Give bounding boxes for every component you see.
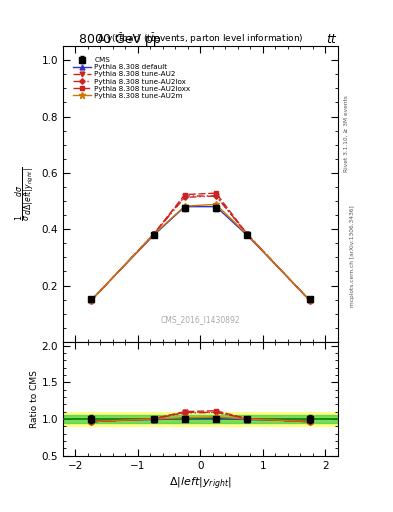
Pythia 8.308 tune-AU2 [307, 297, 312, 304]
Pythia 8.308 tune-AU2m [307, 297, 312, 304]
Legend: CMS, Pythia 8.308 default, Pythia 8.308 tune-AU2, Pythia 8.308 tune-AU2lox, Pyth: CMS, Pythia 8.308 default, Pythia 8.308 … [72, 56, 192, 100]
Pythia 8.308 tune-AU2loxx [151, 231, 156, 238]
Pythia 8.308 default [307, 297, 312, 303]
Pythia 8.308 default [245, 232, 250, 239]
Text: Rivet 3.1.10, ≥ 3M events: Rivet 3.1.10, ≥ 3M events [344, 95, 349, 172]
Title: $\Delta$ y(t$\bar{t}$bar) (t$\bar{t}$events, parton level information): $\Delta$ y(t$\bar{t}$bar) (t$\bar{t}$eve… [97, 31, 304, 46]
Pythia 8.308 tune-AU2lox [307, 297, 312, 304]
Pythia 8.308 tune-AU2lox [151, 231, 156, 238]
Pythia 8.308 tune-AU2 [245, 231, 250, 238]
Text: mcplots.cern.ch [arXiv:1306.3436]: mcplots.cern.ch [arXiv:1306.3436] [351, 205, 355, 307]
Pythia 8.308 default [89, 297, 94, 303]
Pythia 8.308 tune-AU2loxx [89, 297, 94, 304]
Text: CMS_2016_I1430892: CMS_2016_I1430892 [161, 315, 240, 324]
Pythia 8.308 tune-AU2m [182, 203, 187, 209]
Pythia 8.308 tune-AU2m [214, 201, 219, 207]
Text: tt: tt [326, 33, 336, 46]
Pythia 8.308 tune-AU2lox [182, 194, 187, 200]
Pythia 8.308 tune-AU2m [89, 297, 94, 304]
Text: 8000 GeV pp: 8000 GeV pp [79, 33, 160, 46]
Pythia 8.308 tune-AU2m [151, 231, 156, 238]
Pythia 8.308 tune-AU2loxx [307, 297, 312, 304]
X-axis label: $\Delta|left|y_{right}|$: $\Delta|left|y_{right}|$ [169, 476, 232, 493]
Pythia 8.308 tune-AU2loxx [214, 190, 219, 196]
Line: Pythia 8.308 tune-AU2: Pythia 8.308 tune-AU2 [88, 194, 312, 303]
Bar [63, 415, 338, 422]
Pythia 8.308 tune-AU2loxx [182, 191, 187, 198]
Pythia 8.308 tune-AU2m [245, 231, 250, 238]
Pythia 8.308 tune-AU2lox [245, 231, 250, 238]
Y-axis label: Ratio to CMS: Ratio to CMS [29, 370, 39, 428]
Pythia 8.308 tune-AU2 [214, 193, 219, 199]
Line: Pythia 8.308 tune-AU2lox: Pythia 8.308 tune-AU2lox [89, 194, 312, 303]
Pythia 8.308 tune-AU2lox [214, 193, 219, 199]
Pythia 8.308 tune-AU2 [182, 193, 187, 199]
Pythia 8.308 tune-AU2lox [89, 297, 94, 304]
Line: Pythia 8.308 default: Pythia 8.308 default [88, 204, 312, 303]
Pythia 8.308 default [182, 204, 187, 210]
Pythia 8.308 tune-AU2 [151, 231, 156, 238]
Pythia 8.308 default [214, 204, 219, 210]
Pythia 8.308 default [151, 232, 156, 239]
Line: Pythia 8.308 tune-AU2m: Pythia 8.308 tune-AU2m [88, 201, 313, 304]
Bar [63, 412, 338, 426]
Y-axis label: $\frac{1}{\sigma}\frac{d\sigma}{d\Delta|eft|y_{right}|}$: $\frac{1}{\sigma}\frac{d\sigma}{d\Delta|… [14, 166, 37, 221]
Pythia 8.308 tune-AU2 [89, 297, 94, 304]
Line: Pythia 8.308 tune-AU2loxx: Pythia 8.308 tune-AU2loxx [88, 190, 312, 303]
Pythia 8.308 tune-AU2loxx [245, 231, 250, 238]
